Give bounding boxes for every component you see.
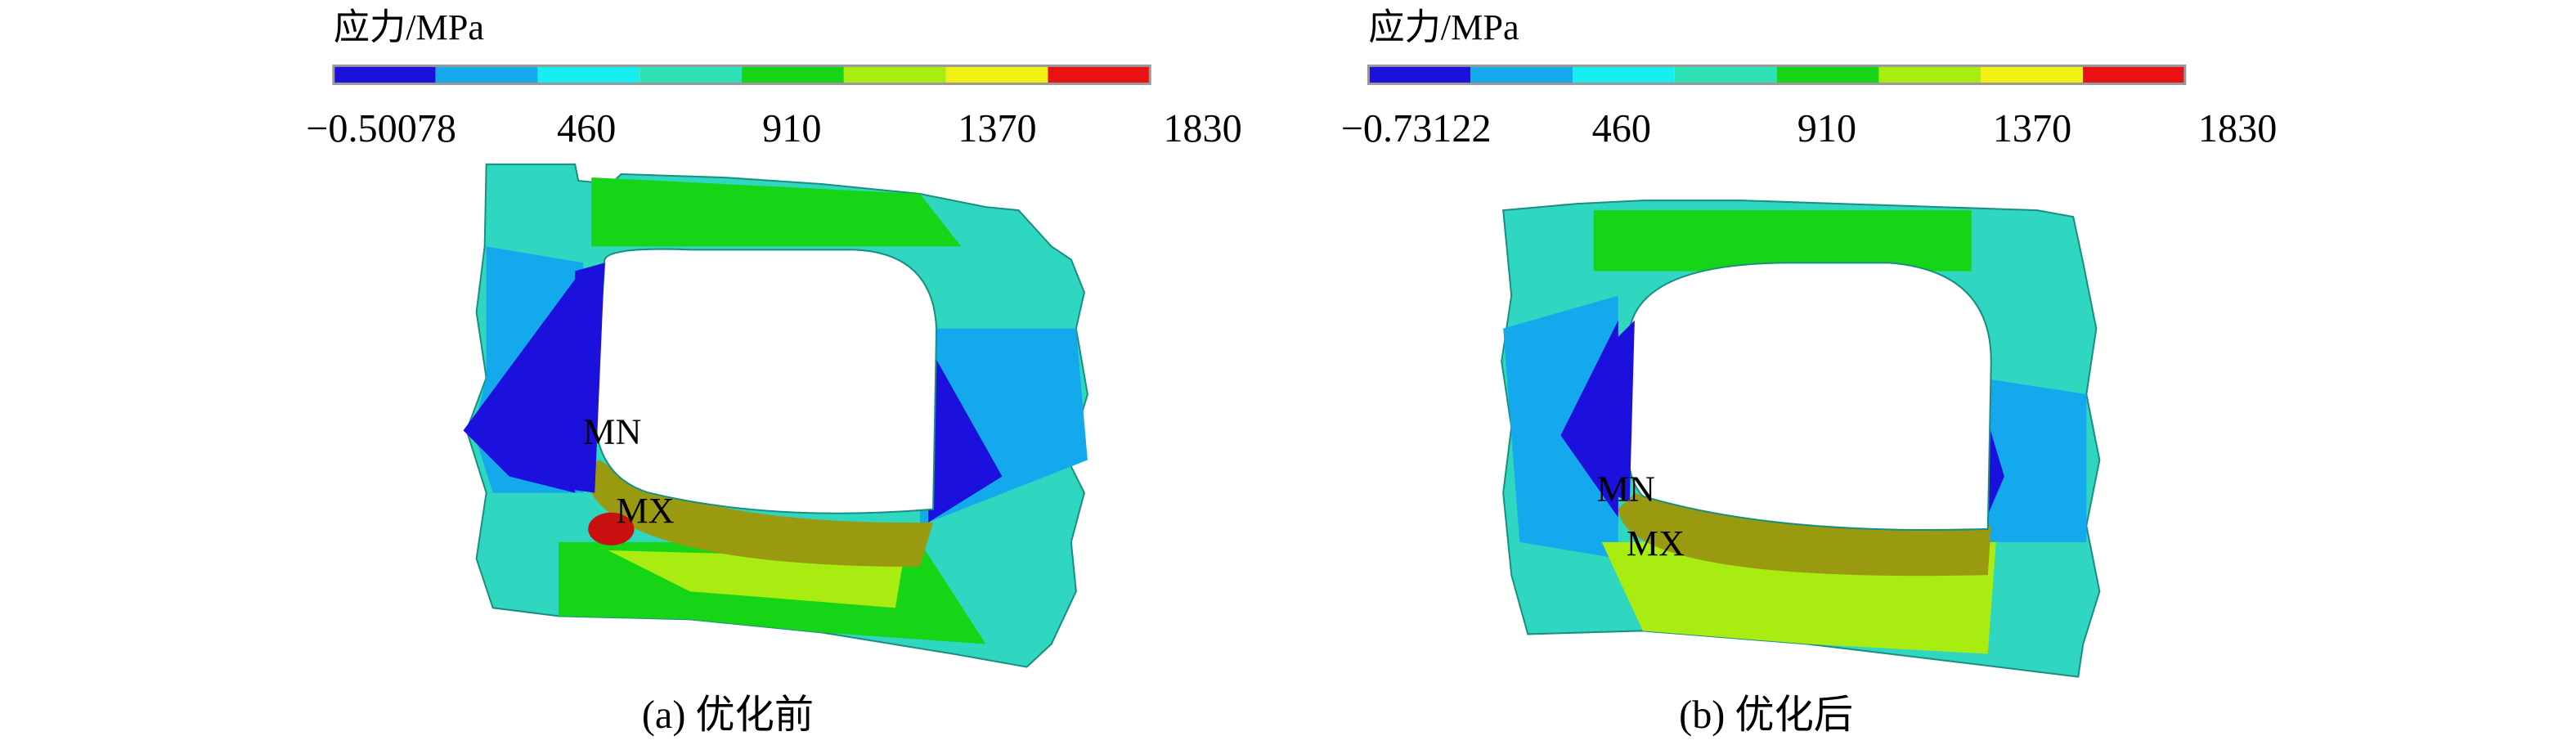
stress-peak [588,512,635,545]
colorbar-segment [1776,65,1879,84]
stress-region [928,344,1003,523]
colorbar-segment [742,65,844,84]
colorbar-segment [1674,65,1777,84]
colorbar-segment [333,65,436,84]
panel: 应力/MPa −0.50078 460 910 1370 1830 MN MX (a) 优化前 [306,7,1242,737]
legend-title: 应力/MPa [1368,7,1519,47]
colorbar-segment [1878,65,1981,84]
colorbar-segment [1981,65,2084,84]
colorbar-segment [1368,65,1471,84]
legend-title: 应力/MPa [334,7,485,47]
stress-region [1979,378,2087,542]
colorbar-segment [640,65,743,84]
inner-wall [1606,320,1635,501]
panel: 应力/MPa −0.73122 460 910 1370 1830 MN MX (b) 优化后 [1341,7,2278,737]
colorbar-segment [537,65,640,84]
colorbar-label: −0.73122 [1341,107,1492,150]
marker-label: MN [583,411,641,451]
colorbar-label: 1830 [2198,107,2277,150]
colorbar-segment [2083,65,2185,84]
caption: (a) 优化前 [642,693,814,737]
colorbar-label: −0.50078 [306,107,456,150]
colorbar-label: 1830 [1163,107,1241,150]
opening-surface [1618,492,1991,577]
colorbar-segment [843,65,946,84]
colorbar-segment [945,65,1048,84]
stress-region [1560,320,1618,518]
opening-surface [583,460,934,568]
marker-label: MX [616,491,674,531]
colorbar-segment [1048,65,1151,84]
opening [594,248,938,514]
inner-wall [572,263,605,493]
stress-region [1593,210,1972,272]
colorbar-label: 1370 [1993,107,2071,150]
opening [1625,262,1992,532]
colorbar-label: 910 [762,107,821,150]
stress-region [591,177,962,247]
colorbar-frame [332,64,1151,85]
colorbar-label: 910 [1797,107,1856,150]
colorbar-segment [435,65,538,84]
colorbar-frame [1367,64,2187,85]
colorbar-segment [1470,65,1573,84]
stress-region [463,279,576,493]
stress-region [1503,295,1618,559]
colorbar-label: 1370 [958,107,1036,150]
marker-label: MX [1627,523,1685,563]
marker-label: MN [1597,469,1655,509]
caption: (b) 优化后 [1679,693,1853,737]
stress-region [608,550,904,608]
colorbar-segment [1573,65,1675,84]
colorbar-label: 460 [1592,107,1651,150]
colorbar-label: 460 [557,107,616,150]
